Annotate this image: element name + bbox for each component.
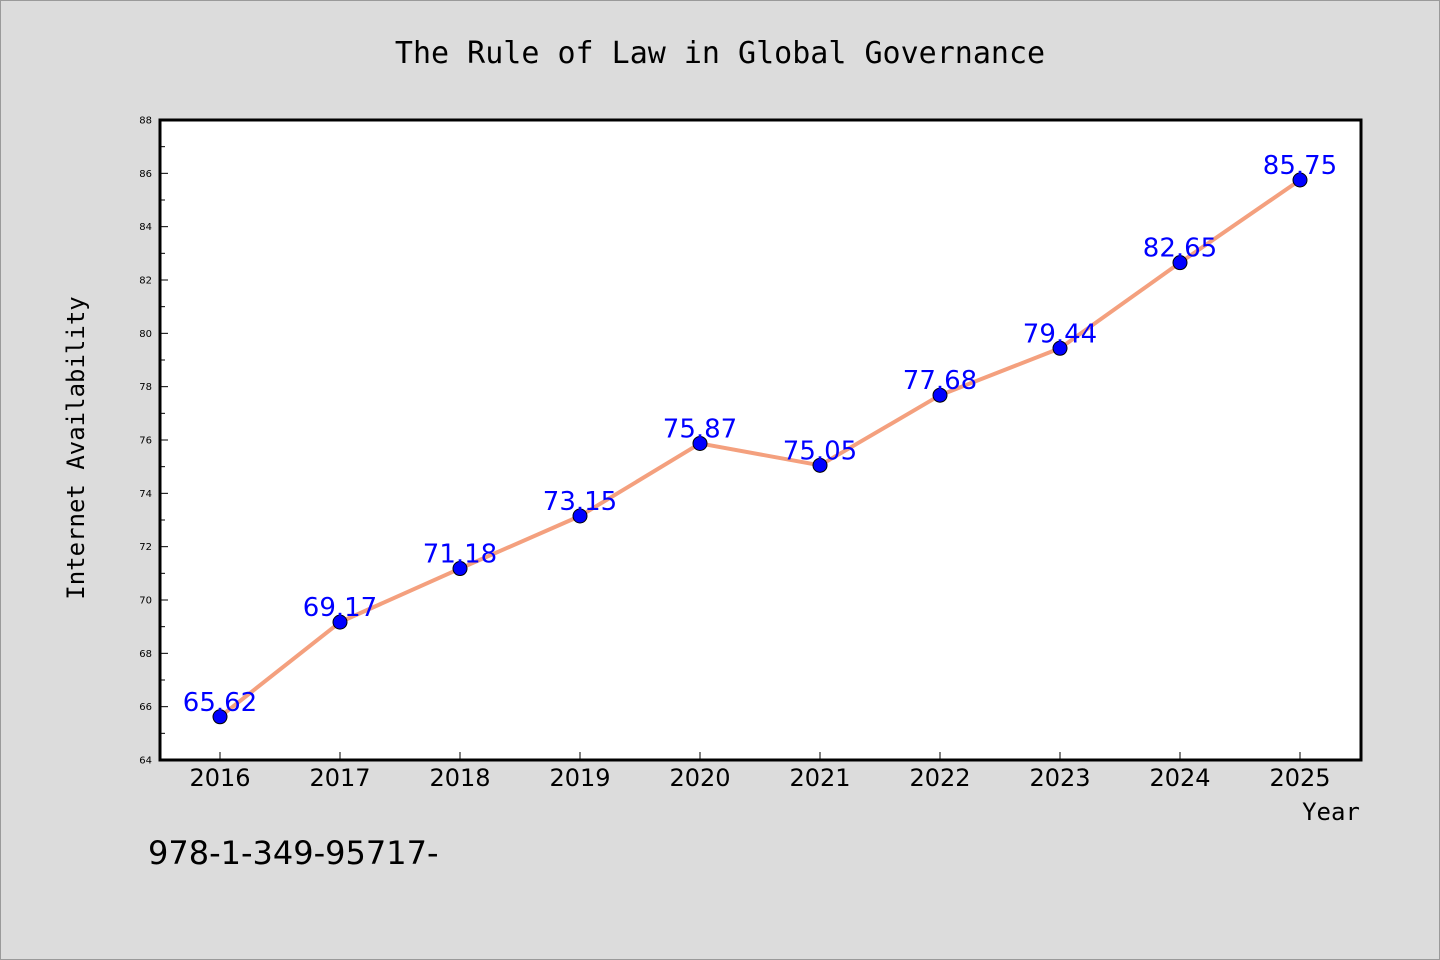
y-tick-label: 74 <box>139 489 152 500</box>
data-point <box>212 709 228 725</box>
x-tick-label: 2019 <box>549 764 610 792</box>
x-tick-label: 2016 <box>189 764 250 792</box>
y-tick-label: 78 <box>139 382 152 393</box>
y-tick-label: 68 <box>139 649 152 660</box>
x-axis-label: Year <box>1302 798 1360 826</box>
x-tick-label: 2024 <box>1149 764 1210 792</box>
x-tick-label: 2020 <box>669 764 730 792</box>
data-point <box>1052 340 1068 356</box>
chart-title: The Rule of Law in Global Governance <box>395 36 1045 71</box>
data-label: 85.75 <box>1263 151 1337 181</box>
data-label: 77.68 <box>903 366 977 396</box>
y-tick-label: 72 <box>139 542 152 553</box>
series-group: 65.62 69.17 71.18 73.15 75.87 75.05 77.68 79.44… <box>183 151 1337 725</box>
x-tick-label: 2025 <box>1269 764 1330 792</box>
x-tick-label: 2021 <box>789 764 850 792</box>
y-tick-label: 86 <box>139 169 152 180</box>
y-tick-label: 84 <box>139 222 152 233</box>
data-label: 71.18 <box>423 540 497 570</box>
y-tick-label: 80 <box>139 329 152 340</box>
data-label: 65.62 <box>183 688 257 718</box>
y-tick-label: 70 <box>139 596 152 607</box>
data-point <box>452 561 468 577</box>
data-label: 75.05 <box>783 436 857 466</box>
data-label: 75.87 <box>663 414 737 444</box>
data-point <box>1172 255 1188 271</box>
plot-border <box>158 118 1363 762</box>
y-tick-label: 76 <box>139 436 152 447</box>
y-tick-label: 64 <box>139 756 152 767</box>
data-point <box>812 457 828 473</box>
x-axis: 2016 2017 2018 2019 2020 2021 2022 2023 2024 2025 <box>189 752 1331 792</box>
data-label: 73.15 <box>543 487 617 517</box>
data-point <box>692 435 708 451</box>
data-label: 69.17 <box>303 593 377 623</box>
data-label: 82.65 <box>1143 234 1217 264</box>
y-tick-label: 88 <box>139 116 152 127</box>
x-tick-label: 2018 <box>429 764 490 792</box>
x-tick-label: 2017 <box>309 764 370 792</box>
data-label: 79.44 <box>1023 319 1097 349</box>
series-line <box>218 178 1302 719</box>
footer-code: 978-1-349-95717- <box>148 834 439 872</box>
data-point <box>572 508 588 524</box>
data-point <box>932 387 948 403</box>
x-tick-label: 2022 <box>909 764 970 792</box>
plot-area <box>160 120 1361 760</box>
data-point <box>332 614 348 630</box>
y-tick-label: 66 <box>139 702 152 713</box>
y-axis: 64 66 68 70 72 74 76 78 80 82 84 86 88 <box>139 116 168 767</box>
y-tick-label: 82 <box>139 276 152 287</box>
x-tick-label: 2023 <box>1029 764 1090 792</box>
data-point <box>1292 172 1308 188</box>
y-axis-label: Internet Availability <box>62 296 90 599</box>
